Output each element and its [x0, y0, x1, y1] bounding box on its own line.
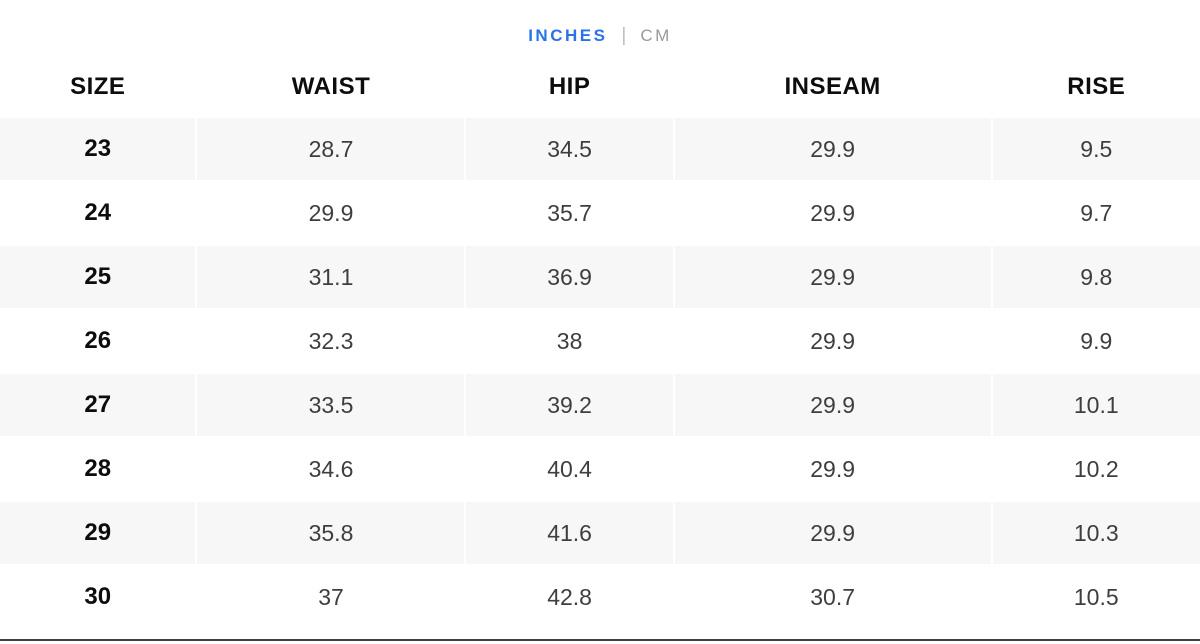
value-cell: 34.5: [466, 118, 673, 180]
value-cell: 32.3: [197, 310, 465, 372]
table-row: 27 33.5 39.2 29.9 10.1: [0, 374, 1200, 436]
value-cell: 42.8: [466, 566, 673, 628]
value-cell: 29.9: [674, 310, 991, 372]
column-header-size: SIZE: [0, 58, 196, 116]
value-cell: 33.5: [197, 374, 465, 436]
unit-toggle-inches[interactable]: INCHES: [528, 25, 608, 45]
value-cell: 39.2: [466, 374, 673, 436]
column-header-inseam: INSEAM: [674, 58, 991, 116]
value-cell: 28.7: [197, 118, 465, 180]
column-header-waist: WAIST: [197, 58, 465, 116]
table-row: 28 34.6 40.4 29.9 10.2: [0, 438, 1200, 500]
unit-toggle-cm[interactable]: CM: [640, 25, 672, 45]
table-row: 23 28.7 34.5 29.9 9.5: [0, 118, 1200, 180]
size-cell: 24: [0, 182, 196, 244]
table-row: 29 35.8 41.6 29.9 10.3: [0, 502, 1200, 564]
value-cell: 9.5: [992, 118, 1200, 180]
size-cell: 26: [0, 310, 196, 372]
value-cell: 30.7: [674, 566, 991, 628]
value-cell: 37: [197, 566, 465, 628]
value-cell: 31.1: [197, 246, 465, 308]
value-cell: 34.6: [197, 438, 465, 500]
bottom-divider: [0, 639, 1200, 641]
table-row: 25 31.1 36.9 29.9 9.8: [0, 246, 1200, 308]
value-cell: 29.9: [674, 118, 991, 180]
value-cell: 29.9: [674, 438, 991, 500]
size-cell: 27: [0, 374, 196, 436]
value-cell: 29.9: [674, 502, 991, 564]
table-row: 26 32.3 38 29.9 9.9: [0, 310, 1200, 372]
value-cell: 29.9: [674, 182, 991, 244]
size-cell: 30: [0, 566, 196, 628]
size-cell: 29: [0, 502, 196, 564]
column-header-rise: RISE: [992, 58, 1200, 116]
value-cell: 10.5: [992, 566, 1200, 628]
size-cell: 28: [0, 438, 196, 500]
value-cell: 40.4: [466, 438, 673, 500]
value-cell: 41.6: [466, 502, 673, 564]
column-header-hip: HIP: [466, 58, 673, 116]
unit-toggle-separator: |: [621, 24, 627, 46]
table-header-row: SIZE WAIST HIP INSEAM RISE: [0, 58, 1200, 116]
unit-toggle: INCHES | CM: [0, 0, 1200, 56]
value-cell: 35.7: [466, 182, 673, 244]
table-row: 24 29.9 35.7 29.9 9.7: [0, 182, 1200, 244]
size-cell: 25: [0, 246, 196, 308]
value-cell: 35.8: [197, 502, 465, 564]
value-cell: 10.3: [992, 502, 1200, 564]
value-cell: 36.9: [466, 246, 673, 308]
value-cell: 29.9: [197, 182, 465, 244]
size-cell: 23: [0, 118, 196, 180]
value-cell: 10.1: [992, 374, 1200, 436]
value-cell: 29.9: [674, 246, 991, 308]
value-cell: 9.8: [992, 246, 1200, 308]
value-cell: 9.7: [992, 182, 1200, 244]
value-cell: 38: [466, 310, 673, 372]
table-row: 30 37 42.8 30.7 10.5: [0, 566, 1200, 628]
size-table-body: 23 28.7 34.5 29.9 9.5 24 29.9 35.7 29.9 9.7 25 31.1…: [0, 118, 1200, 628]
value-cell: 29.9: [674, 374, 991, 436]
size-chart-table: SIZE WAIST HIP INSEAM RISE 23 28.7 34.5 29.…: [0, 56, 1200, 630]
value-cell: 9.9: [992, 310, 1200, 372]
value-cell: 10.2: [992, 438, 1200, 500]
